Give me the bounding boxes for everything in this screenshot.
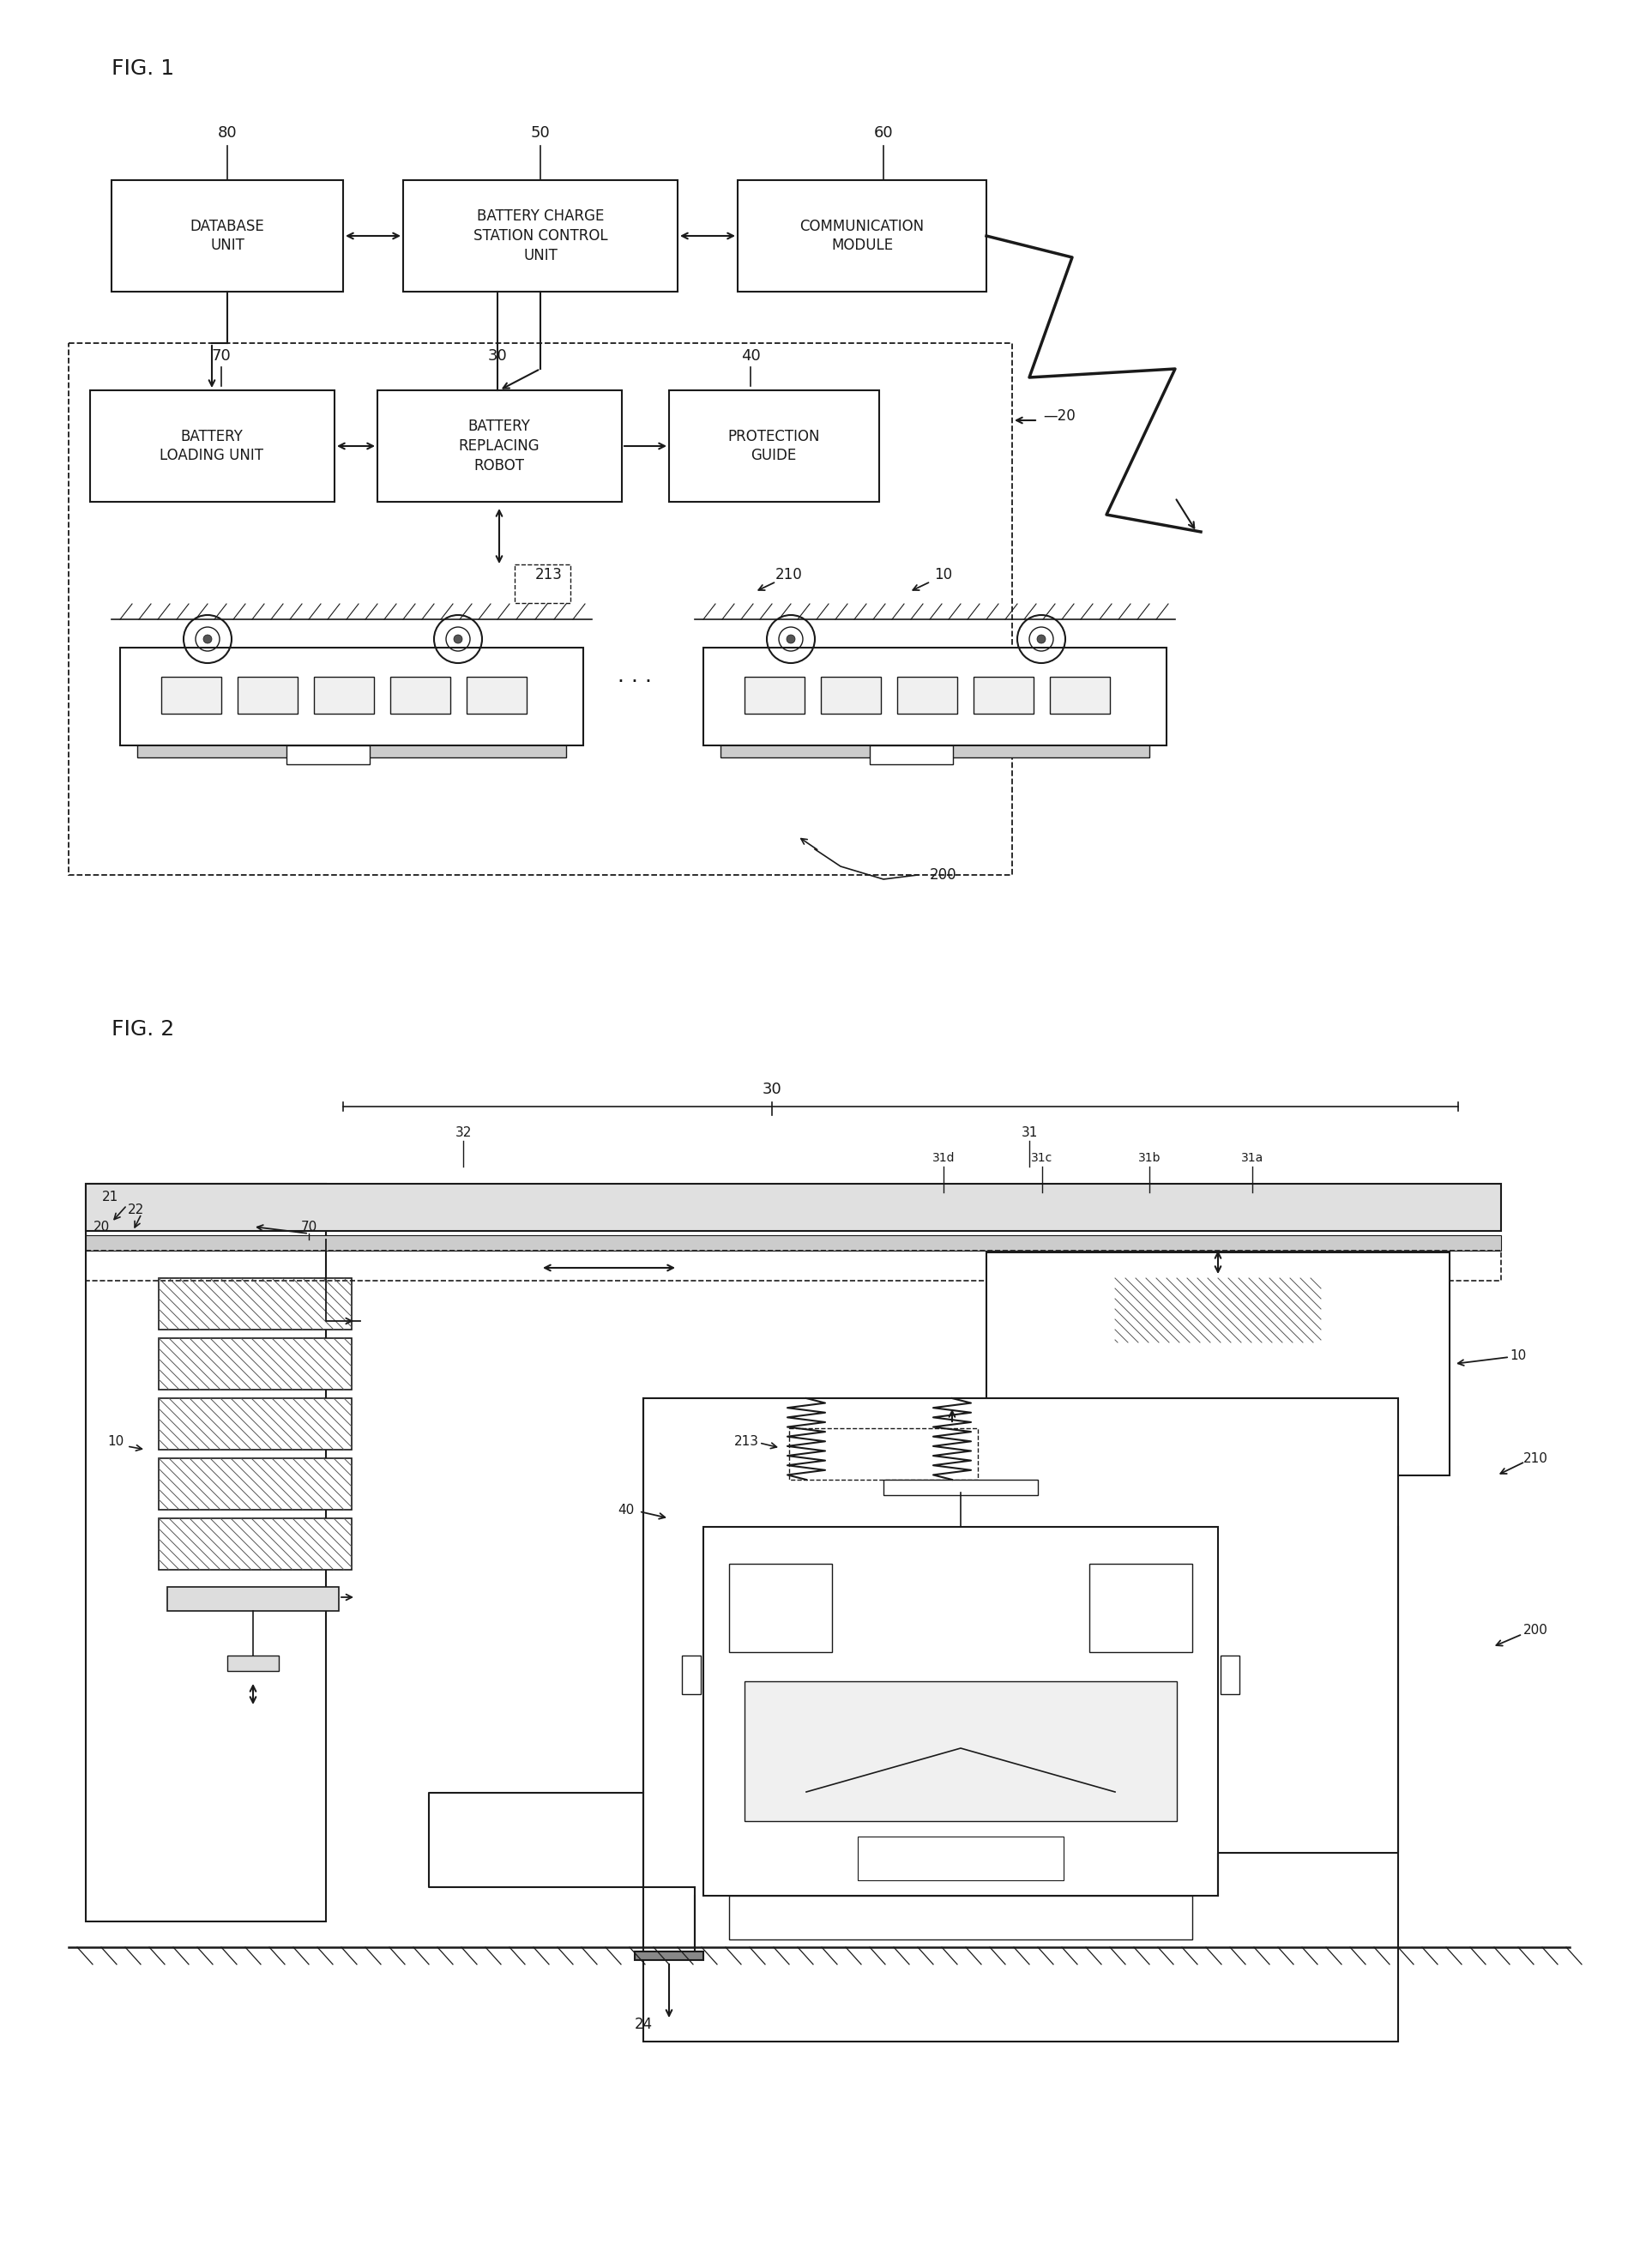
Bar [159, 1338, 352, 1390]
Bar [729, 1895, 1193, 1940]
Bar [720, 738, 1150, 758]
Bar [515, 564, 570, 602]
Text: BATTERY
LOADING UNIT: BATTERY LOADING UNIT [160, 429, 264, 462]
Bar [466, 677, 527, 713]
Circle shape [454, 634, 463, 643]
Bar [682, 1656, 700, 1694]
Bar [643, 1888, 695, 1956]
Bar [1089, 1563, 1193, 1651]
Text: · · ·: · · · [618, 672, 653, 693]
Bar [137, 738, 567, 758]
Bar [86, 1250, 1502, 1281]
Bar [159, 1399, 352, 1451]
Text: 80: 80 [218, 126, 236, 140]
Bar [167, 1586, 339, 1611]
Bar [643, 1399, 1398, 2042]
Text: 30: 30 [762, 1081, 781, 1096]
Text: 70: 70 [211, 347, 231, 363]
Bar [377, 390, 621, 501]
Bar [634, 1951, 704, 1960]
Bar [669, 390, 879, 501]
Bar [86, 1184, 325, 1922]
Bar [238, 677, 297, 713]
Circle shape [1037, 634, 1046, 643]
Text: 200: 200 [1523, 1624, 1548, 1636]
Bar [738, 180, 986, 291]
Text: 31d: 31d [932, 1153, 955, 1164]
Text: FIG. 2: FIG. 2 [111, 1020, 175, 1040]
Text: 20: 20 [93, 1220, 109, 1234]
Text: DATABASE
UNIT: DATABASE UNIT [190, 219, 264, 253]
Circle shape [203, 634, 211, 643]
Text: 213: 213 [733, 1435, 758, 1448]
Text: PROTECTION
GUIDE: PROTECTION GUIDE [727, 429, 819, 462]
Text: 213: 213 [535, 566, 563, 582]
Text: FIG. 1: FIG. 1 [111, 59, 173, 79]
Bar [121, 647, 583, 744]
Bar [745, 677, 805, 713]
Bar [91, 390, 334, 501]
Bar [228, 1656, 279, 1672]
Text: 31: 31 [1021, 1126, 1037, 1139]
Bar [162, 677, 221, 713]
Text: 10: 10 [935, 566, 953, 582]
Text: 24: 24 [634, 2017, 653, 2033]
Bar [821, 677, 881, 713]
Bar [159, 1457, 352, 1509]
Text: 22: 22 [127, 1202, 144, 1216]
Text: 31a: 31a [1241, 1153, 1264, 1164]
Bar [390, 677, 451, 713]
Bar [745, 1681, 1176, 1821]
Bar [1051, 677, 1110, 713]
Bar [884, 1480, 1037, 1496]
Text: 50: 50 [530, 126, 550, 140]
Text: 32: 32 [454, 1126, 471, 1139]
Text: BATTERY
REPLACING
ROBOT: BATTERY REPLACING ROBOT [459, 420, 540, 474]
Bar [286, 744, 370, 765]
Bar [704, 1527, 1218, 1895]
Bar [86, 1236, 1502, 1250]
Text: 31c: 31c [1031, 1153, 1052, 1164]
Text: 21: 21 [101, 1191, 117, 1202]
Bar [1115, 1279, 1322, 1342]
Bar [704, 647, 1166, 744]
Bar [897, 677, 957, 713]
Text: 200: 200 [930, 866, 957, 882]
Bar [729, 1563, 833, 1651]
Bar [790, 1428, 978, 1480]
Bar [111, 180, 344, 291]
Bar [314, 677, 373, 713]
Text: COMMUNICATION
MODULE: COMMUNICATION MODULE [800, 219, 923, 253]
Bar [986, 1252, 1449, 1475]
Text: BATTERY CHARGE
STATION CONTROL
UNIT: BATTERY CHARGE STATION CONTROL UNIT [472, 208, 608, 264]
Text: 70: 70 [301, 1220, 317, 1234]
Bar [159, 1279, 352, 1329]
Bar [159, 1518, 352, 1570]
Bar [86, 1184, 1502, 1232]
Text: —20: —20 [1042, 408, 1075, 424]
Text: 210: 210 [1523, 1453, 1548, 1464]
Bar [403, 180, 677, 291]
Text: 40: 40 [740, 347, 760, 363]
Text: 210: 210 [775, 566, 803, 582]
Bar [869, 744, 953, 765]
Text: 31b: 31b [1138, 1153, 1161, 1164]
Text: 60: 60 [874, 126, 894, 140]
Text: 30: 30 [487, 347, 507, 363]
Text: 10: 10 [1510, 1349, 1526, 1363]
Bar [973, 677, 1034, 713]
Text: 10: 10 [107, 1435, 124, 1448]
Text: 40: 40 [618, 1502, 634, 1516]
Bar [1221, 1656, 1239, 1694]
Circle shape [786, 634, 795, 643]
Bar [857, 1836, 1064, 1879]
Bar [69, 343, 1013, 875]
